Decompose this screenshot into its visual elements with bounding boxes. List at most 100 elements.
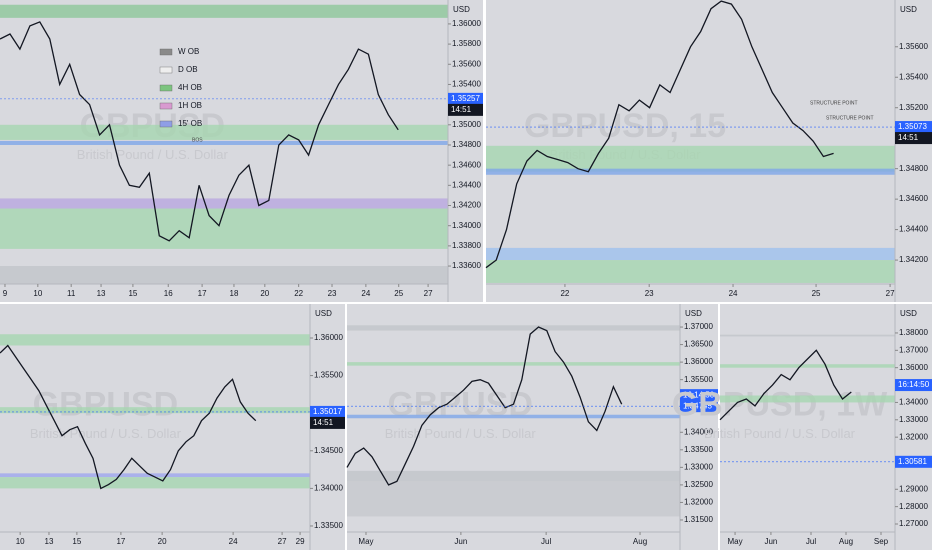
order-block-zone xyxy=(0,124,448,140)
y-tick-label: 1.34000 xyxy=(452,221,481,230)
x-tick-label: 24 xyxy=(729,289,738,298)
y-tick-label: 1.34800 xyxy=(899,164,928,173)
y-tick-label: 1.36000 xyxy=(684,357,713,366)
last-price-tag xyxy=(310,405,345,418)
x-tick-label: 10 xyxy=(16,537,25,546)
chart-panel: GBPUSD British Pound / U.S. Dollar USD 1.36… xyxy=(0,304,345,550)
order-block-zone xyxy=(0,140,448,145)
x-tick-label: 18 xyxy=(230,289,239,298)
x-tick-label: 25 xyxy=(394,289,403,298)
y-tick-label: 1.29000 xyxy=(899,484,928,493)
x-tick-label: 20 xyxy=(158,537,167,546)
y-tick-label: 1.36000 xyxy=(899,363,928,372)
order-block-zone xyxy=(720,364,895,368)
order-block-zone xyxy=(720,395,895,403)
last-price-tag xyxy=(895,455,932,468)
x-tick-label: Jun xyxy=(764,537,777,546)
currency-label: USD xyxy=(315,309,332,318)
currency-label: USD xyxy=(685,309,702,318)
y-tick-label: 1.35400 xyxy=(899,72,928,81)
annotation: BOS xyxy=(192,137,203,143)
last-price-tag xyxy=(448,92,483,105)
y-tick-label: 1.33500 xyxy=(314,521,343,530)
y-tick-label: 1.34500 xyxy=(314,446,343,455)
y-tick-label: 1.33800 xyxy=(452,241,481,250)
order-block-zone xyxy=(0,407,310,414)
x-tick-label: Aug xyxy=(633,537,647,546)
countdown-tag xyxy=(895,132,932,145)
x-tick-label: 10 xyxy=(33,289,42,298)
y-tick-label: 1.34000 xyxy=(314,483,343,492)
legend-swatch xyxy=(159,48,173,56)
order-block-zone xyxy=(0,473,310,478)
legend-swatch xyxy=(159,66,173,74)
order-block-zone xyxy=(720,334,895,337)
order-block-zone xyxy=(0,477,310,489)
x-tick-label: 24 xyxy=(229,537,238,546)
legend-label: W OB xyxy=(178,47,199,56)
x-tick-label: 17 xyxy=(116,537,125,546)
x-tick-label: 16 xyxy=(164,289,173,298)
x-tick-label: 17 xyxy=(198,289,207,298)
price-line xyxy=(0,21,399,242)
legend-label: 15' OB xyxy=(178,119,202,128)
y-tick-label: 1.32000 xyxy=(899,432,928,441)
y-tick-label: 1.37000 xyxy=(684,322,713,331)
y-tick-label: 1.37000 xyxy=(899,345,928,354)
price-axis xyxy=(895,0,932,302)
x-tick-label: 9 xyxy=(3,289,8,298)
price-axis xyxy=(680,304,718,550)
y-tick-label: 1.34000 xyxy=(899,398,928,407)
order-block-zone xyxy=(0,4,448,18)
y-tick-label: 1.32500 xyxy=(684,480,713,489)
y-tick-label: 1.38000 xyxy=(899,328,928,337)
y-tick-label: 1.36000 xyxy=(452,19,481,28)
y-tick-label: 1.35500 xyxy=(314,371,343,380)
x-tick-label: Jun xyxy=(454,537,467,546)
y-tick-label: 1.34800 xyxy=(452,140,481,149)
order-block-zone xyxy=(486,168,895,175)
last-price-label: 1.35017 xyxy=(313,407,342,416)
watermark-subtitle: British Pound / U.S. Dollar xyxy=(704,426,856,441)
watermark: GBPUSD, 15 xyxy=(524,107,726,145)
y-tick-label: 1.35000 xyxy=(452,120,481,129)
legend-swatch xyxy=(159,84,173,92)
countdown-label: 14:51 xyxy=(313,418,334,427)
legend-label: D OB xyxy=(178,65,198,74)
countdown-tag xyxy=(448,103,483,116)
chart-panel: GBPUSD, 1W British Pound / U.S. Dollar USD… xyxy=(672,304,932,550)
y-tick-label: 1.35500 xyxy=(684,375,713,384)
order-block-zone xyxy=(347,470,680,482)
last-price-label: 1.35257 xyxy=(451,94,480,103)
x-tick-label: 22 xyxy=(294,289,303,298)
x-tick-label: Jul xyxy=(806,537,816,546)
y-tick-label: 1.35200 xyxy=(899,103,928,112)
y-tick-label: 1.34200 xyxy=(899,255,928,264)
order-block-zone xyxy=(486,260,895,283)
price-line xyxy=(719,349,852,421)
x-tick-label: 27 xyxy=(278,537,287,546)
watermark-subtitle: British Pound / U.S. Dollar xyxy=(77,147,229,162)
annotation: STRUCTURE POINT xyxy=(826,115,874,121)
countdown-tag xyxy=(895,379,932,392)
x-tick-label: Jul xyxy=(541,537,551,546)
countdown-label: 14:51 xyxy=(898,133,919,142)
order-block-zone xyxy=(0,208,448,249)
x-tick-label: Sep xyxy=(874,537,889,546)
countdown-label: 16:14:50 xyxy=(898,380,930,389)
y-tick-label: 1.35600 xyxy=(899,42,928,51)
y-tick-label: 1.34600 xyxy=(452,160,481,169)
y-tick-label: 1.31500 xyxy=(684,515,713,524)
legend-swatch xyxy=(159,102,173,110)
order-block-zone xyxy=(486,247,895,261)
order-block-zone xyxy=(347,362,680,366)
annotation: STRUCTURE POINT xyxy=(810,100,858,106)
y-tick-label: 1.35600 xyxy=(452,59,481,68)
watermark-subtitle: British Pound / U.S. Dollar xyxy=(30,426,182,441)
currency-label: USD xyxy=(453,5,470,14)
x-tick-label: 13 xyxy=(97,289,106,298)
price-line xyxy=(346,326,623,486)
y-tick-label: 1.34400 xyxy=(452,180,481,189)
